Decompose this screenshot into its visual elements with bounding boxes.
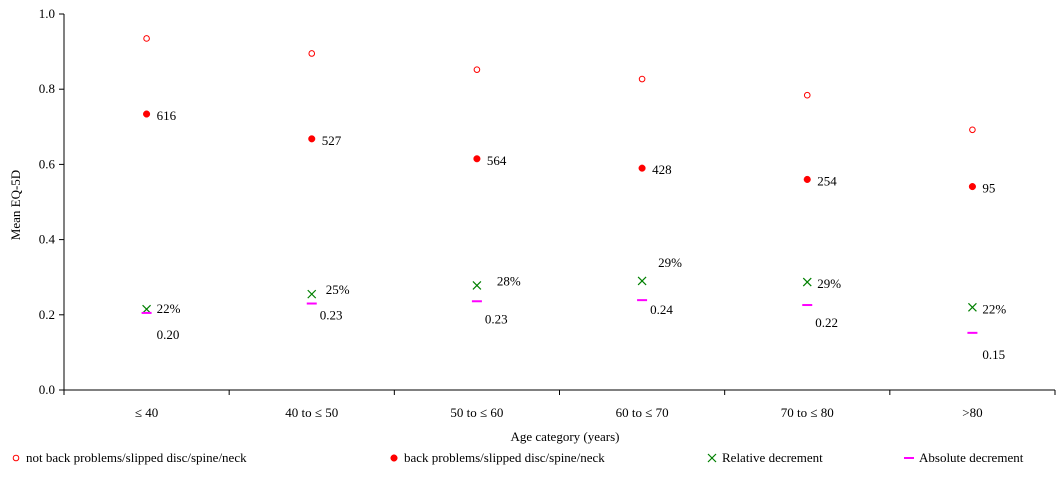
legend-item: Relative decrement [707, 450, 823, 465]
x-point [637, 276, 647, 286]
marks-layer [141, 35, 978, 334]
open-circle-point [803, 91, 811, 99]
data-label: 0.24 [650, 302, 673, 317]
open-circle-point [308, 50, 316, 57]
data-label: 95 [982, 181, 995, 196]
legend-label: back problems/slipped disc/spine/neck [404, 450, 605, 465]
legend-marker [12, 454, 20, 462]
y-axis-title: Mean EQ-5D [8, 170, 23, 240]
open-circle-point [638, 75, 646, 83]
x-marker-stroke [802, 277, 812, 287]
data-label: 254 [817, 173, 837, 188]
x-marker-stroke [472, 281, 482, 290]
legend-label: Relative decrement [722, 450, 823, 465]
data-label: 28% [497, 273, 521, 288]
legend-marker [390, 454, 398, 462]
open-circle-point [969, 126, 976, 134]
open-circle-point [473, 66, 481, 73]
x-point [307, 289, 317, 299]
x-marker-stroke [142, 304, 152, 314]
legend: not back problems/slipped disc/spine/nec… [12, 450, 1024, 465]
y-tick-label: 0.6 [39, 156, 56, 171]
x-point [802, 277, 812, 287]
x-point [142, 304, 152, 314]
x-tick-label: ≤ 40 [135, 405, 158, 420]
legend-item: back problems/slipped disc/spine/neck [390, 450, 605, 465]
data-label: 527 [322, 133, 342, 148]
x-tick-label: >80 [962, 405, 982, 420]
x-marker-stroke [637, 276, 647, 286]
data-label: 0.22 [815, 315, 838, 330]
legend-label: Absolute decrement [919, 450, 1024, 465]
x-marker-stroke [707, 453, 717, 463]
axes-layer: 0.0 0.2 0.4 0.6 0.8 1.0 ≤ 40 40 to ≤ 50 50 to ≤ … [39, 6, 1056, 420]
legend-label: not back problems/slipped disc/spine/nec… [26, 450, 247, 465]
data-label: 428 [652, 162, 672, 177]
x-point [967, 302, 977, 312]
data-label: 0.15 [982, 347, 1005, 362]
filled-circle-point [968, 183, 976, 191]
x-point [472, 281, 482, 290]
data-label: 29% [658, 255, 682, 270]
data-label: 616 [157, 108, 177, 123]
data-label: 0.20 [157, 327, 180, 342]
filled-circle-point [803, 175, 811, 183]
legend-item: Absolute decrement [904, 450, 1024, 465]
data-label: 564 [487, 153, 507, 168]
x-tick-label: 60 to ≤ 70 [616, 405, 669, 420]
x-tick-label: 70 to ≤ 80 [781, 405, 834, 420]
y-tick-label: 0.0 [39, 382, 55, 397]
y-tick-label: 0.4 [39, 232, 56, 247]
open-circle-point [143, 35, 150, 42]
filled-circle-point [143, 110, 151, 118]
y-tick-label: 0.8 [39, 81, 55, 96]
x-marker-stroke [967, 302, 977, 312]
filled-circle-point [308, 135, 316, 143]
legend-item: not back problems/slipped disc/spine/nec… [12, 450, 247, 465]
data-label: 0.23 [320, 308, 343, 323]
data-label: 0.23 [485, 311, 508, 326]
x-axis-title: Age category (years) [511, 429, 620, 444]
labels-layer: 616 527 564 428 254 95 22% 25% 28% 29% 29% 22% 0.20 0… [157, 108, 1007, 362]
y-tick-label: 1.0 [39, 6, 55, 21]
x-marker-stroke [307, 289, 317, 299]
x-tick-label: 50 to ≤ 60 [450, 405, 503, 420]
filled-circle-point [638, 164, 646, 172]
data-label: 25% [326, 282, 350, 297]
data-label: 22% [982, 301, 1006, 316]
x-tick-label: 40 to ≤ 50 [285, 405, 338, 420]
y-tick-label: 0.2 [39, 307, 55, 322]
data-label: 22% [157, 301, 181, 316]
filled-circle-point [473, 155, 481, 163]
legend-marker [707, 453, 717, 463]
data-label: 29% [817, 276, 841, 291]
